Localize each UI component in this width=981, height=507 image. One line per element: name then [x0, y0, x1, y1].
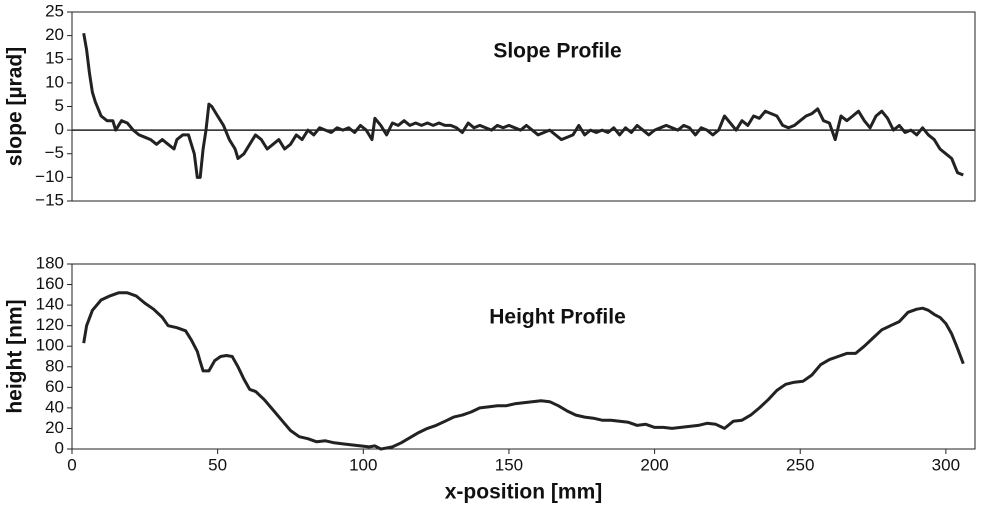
- y-tick-label: 25: [45, 1, 64, 20]
- x-tick-label: 100: [349, 455, 377, 474]
- y-tick-label: 160: [36, 274, 64, 293]
- y-tick-label: 180: [36, 253, 64, 272]
- x-tick-label: 300: [932, 455, 960, 474]
- y-tick-label: 40: [45, 397, 64, 416]
- y-axis-label: slope [µrad]: [4, 47, 27, 166]
- y-tick-label: 20: [45, 25, 64, 44]
- y-tick-label: 0: [55, 438, 64, 457]
- y-tick-label: 10: [45, 72, 64, 91]
- x-axis-label: x-position [mm]: [445, 481, 603, 504]
- y-axis-label: height [nm]: [4, 299, 27, 413]
- x-tick-label: 150: [495, 455, 523, 474]
- chart-title: Height Profile: [489, 306, 626, 329]
- y-tick-label: 60: [45, 377, 64, 396]
- chart-title: Slope Profile: [493, 40, 621, 63]
- y-tick-label: −10: [35, 167, 64, 186]
- data-line: [82, 33, 964, 179]
- y-tick-label: 5: [55, 96, 64, 115]
- x-tick-label: 0: [67, 455, 76, 474]
- y-tick-label: 15: [45, 49, 64, 68]
- y-tick-label: −15: [35, 190, 64, 209]
- y-tick-label: 120: [36, 315, 64, 334]
- data-line: [82, 291, 965, 451]
- x-tick-label: 200: [640, 455, 668, 474]
- x-tick-label: 250: [786, 455, 814, 474]
- x-tick-label: 50: [208, 455, 227, 474]
- y-tick-label: 80: [45, 356, 64, 375]
- plot-frame: [71, 263, 976, 450]
- y-tick-label: 20: [45, 418, 64, 437]
- y-tick-label: 0: [55, 120, 64, 139]
- y-tick-label: 100: [36, 336, 64, 355]
- y-tick-label: −5: [45, 143, 64, 162]
- y-tick-label: 140: [36, 295, 64, 314]
